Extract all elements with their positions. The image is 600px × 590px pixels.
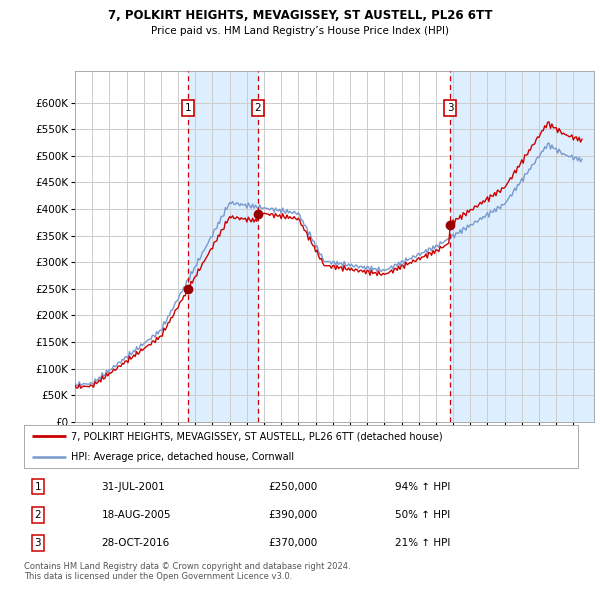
Text: 1: 1 [185,103,191,113]
Text: 18-AUG-2005: 18-AUG-2005 [101,510,171,520]
Text: 1995: 1995 [71,444,80,467]
Text: £370,000: £370,000 [268,538,317,548]
Text: 28-OCT-2016: 28-OCT-2016 [101,538,170,548]
Text: HPI: Average price, detached house, Cornwall: HPI: Average price, detached house, Corn… [71,453,294,462]
Text: 31-JUL-2001: 31-JUL-2001 [101,481,166,491]
Text: 2: 2 [35,510,41,520]
Bar [450,71,594,422]
Text: 21% ↑ HPI: 21% ↑ HPI [395,538,451,548]
Text: Contains HM Land Registry data © Crown copyright and database right 2024.
This d: Contains HM Land Registry data © Crown c… [24,562,350,581]
Text: 7, POLKIRT HEIGHTS, MEVAGISSEY, ST AUSTELL, PL26 6TT: 7, POLKIRT HEIGHTS, MEVAGISSEY, ST AUSTE… [108,9,492,22]
Text: 3: 3 [447,103,454,113]
Text: 50% ↑ HPI: 50% ↑ HPI [395,510,451,520]
Text: 2: 2 [254,103,261,113]
Text: £390,000: £390,000 [268,510,317,520]
Text: 94% ↑ HPI: 94% ↑ HPI [395,481,451,491]
Bar [188,71,258,422]
Text: 1: 1 [35,481,41,491]
Text: 3: 3 [35,538,41,548]
Text: 7, POLKIRT HEIGHTS, MEVAGISSEY, ST AUSTELL, PL26 6TT (detached house): 7, POLKIRT HEIGHTS, MEVAGISSEY, ST AUSTE… [71,431,443,441]
Text: Price paid vs. HM Land Registry’s House Price Index (HPI): Price paid vs. HM Land Registry’s House … [151,26,449,36]
Text: £250,000: £250,000 [268,481,317,491]
